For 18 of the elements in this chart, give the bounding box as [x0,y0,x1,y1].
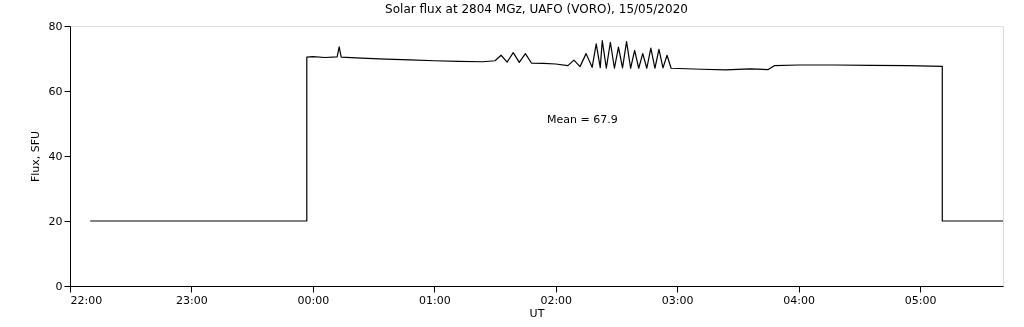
y-axis-title: Flux, SFU [28,130,42,183]
x-tick-label: 05:00 [904,293,937,307]
y-tick-label: 20 [48,214,63,228]
x-tick-label: 03:00 [661,293,694,307]
x-tick-label: 02:00 [540,293,573,307]
line-series [89,40,1004,222]
x-tick-label: 04:00 [783,293,815,307]
x-tick-label: 22:00 [70,293,103,307]
chart-title: Solar flux at 2804 MGz, UAFO (VORO), 15/05/2020 [385,2,688,16]
y-tick-label: 60 [48,84,63,98]
x-tick-label: 23:00 [176,293,208,307]
y-tick-label: 0 [55,279,63,293]
x-tick-label: 01:00 [418,293,451,307]
x-axis-title: UT [529,306,545,320]
y-tick-label: 80 [48,19,63,33]
y-tick-label: 40 [48,149,63,163]
annotation: Mean = 67.9 [547,113,618,126]
x-tick-label: 00:00 [297,293,330,307]
